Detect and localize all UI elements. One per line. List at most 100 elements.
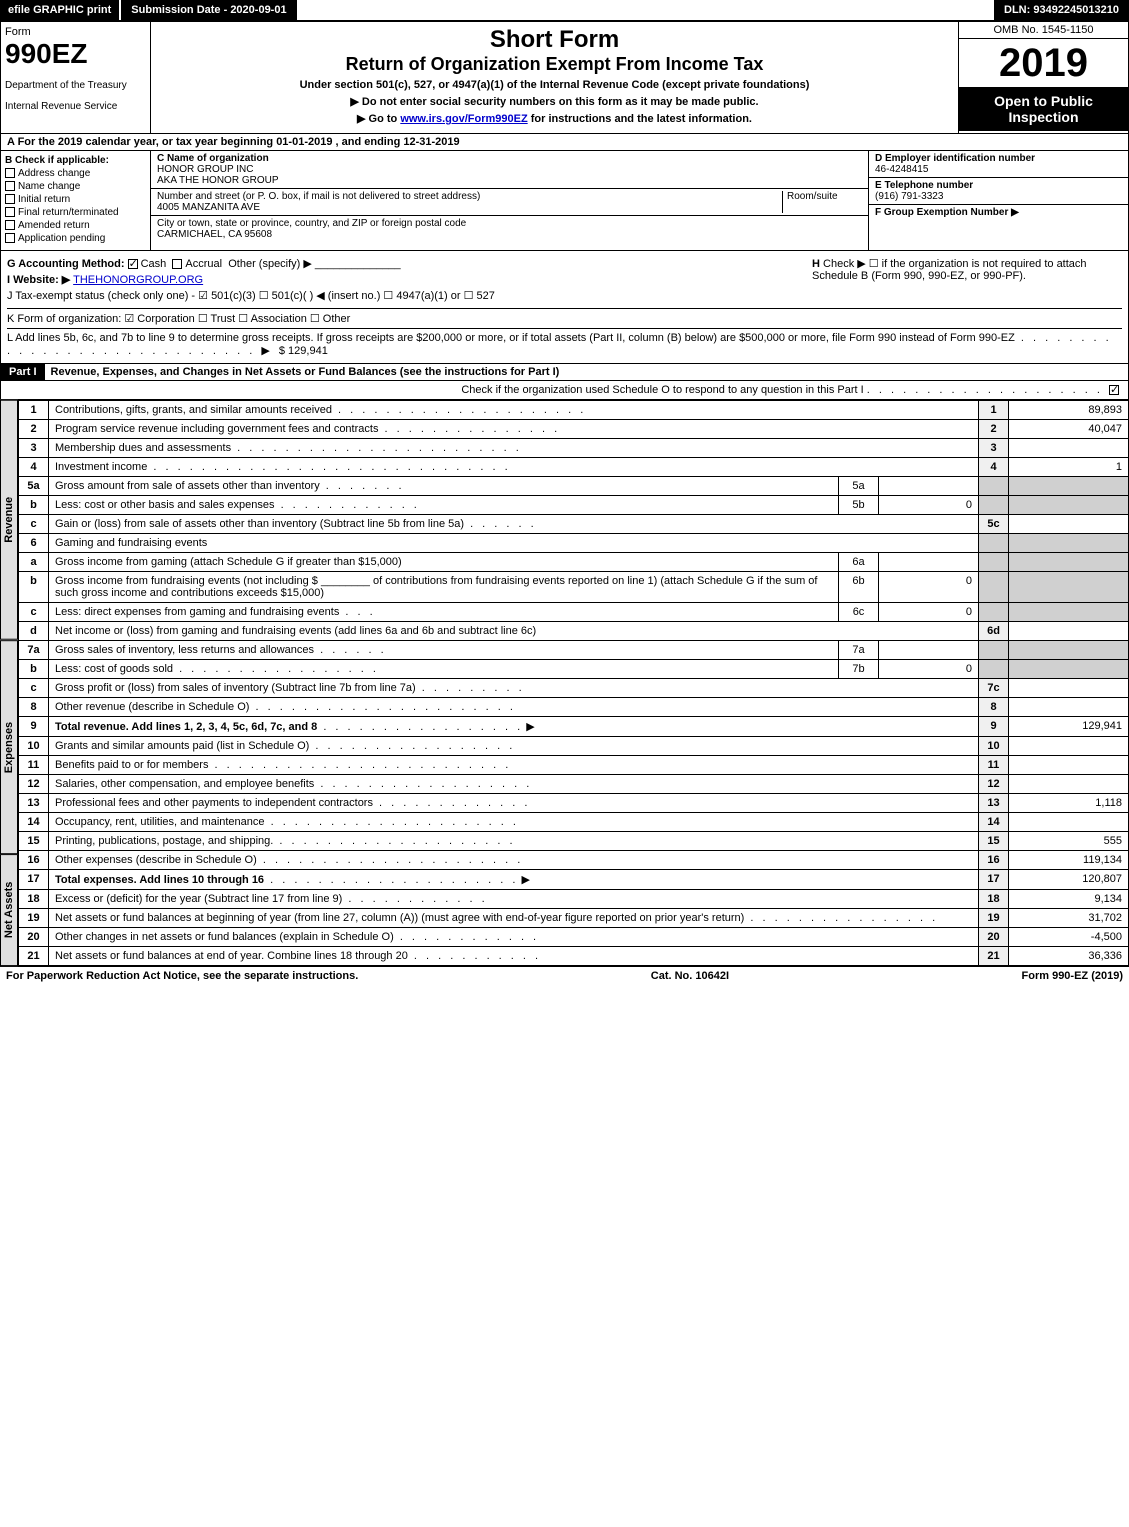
row-h: H Check ▶ ☐ if the organization is not r… xyxy=(812,257,1122,282)
room-suite: Room/suite xyxy=(782,191,862,213)
line-19: 19Net assets or fund balances at beginni… xyxy=(19,909,1129,928)
line-6a: aGross income from gaming (attach Schedu… xyxy=(19,553,1129,572)
row-j: J Tax-exempt status (check only one) - ☑… xyxy=(7,289,802,302)
box-def: D Employer identification number 46-4248… xyxy=(868,151,1128,250)
efile-label: efile GRAPHIC print xyxy=(8,4,111,16)
line-16: 16Other expenses (describe in Schedule O… xyxy=(19,851,1129,870)
row-k: K Form of organization: ☑ Corporation ☐ … xyxy=(7,308,1122,325)
line-5c: cGain or (loss) from sale of assets othe… xyxy=(19,515,1129,534)
ein-value: 46-4248415 xyxy=(875,164,1122,175)
line-13: 13Professional fees and other payments t… xyxy=(19,794,1129,813)
line-12: 12Salaries, other compensation, and empl… xyxy=(19,775,1129,794)
dept-treasury: Department of the Treasury xyxy=(5,80,146,91)
section-netassets: Net Assets xyxy=(0,854,18,966)
cb-cash[interactable] xyxy=(128,259,138,269)
line-6c: cLess: direct expenses from gaming and f… xyxy=(19,603,1129,622)
irs-label: Internal Revenue Service xyxy=(5,101,146,112)
row-a-period: A For the 2019 calendar year, or tax yea… xyxy=(0,134,1129,151)
label-f-group: F Group Exemption Number ▶ xyxy=(875,207,1122,218)
label-e-phone: E Telephone number xyxy=(875,180,1122,191)
cb-address-change[interactable]: Address change xyxy=(5,168,146,179)
tax-year: 2019 xyxy=(959,39,1128,87)
label-d-ein: D Employer identification number xyxy=(875,153,1122,164)
efile-print[interactable]: efile GRAPHIC print xyxy=(0,0,119,20)
line-18: 18Excess or (deficit) for the year (Subt… xyxy=(19,890,1129,909)
line-5a: 5aGross amount from sale of assets other… xyxy=(19,477,1129,496)
cb-accrual[interactable] xyxy=(172,259,182,269)
line-7c: cGross profit or (loss) from sales of in… xyxy=(19,679,1129,698)
line-5b: bLess: cost or other basis and sales exp… xyxy=(19,496,1129,515)
submission-date: Submission Date - 2020-09-01 xyxy=(119,0,296,20)
line-6d: dNet income or (loss) from gaming and fu… xyxy=(19,622,1129,641)
label-city: City or town, state or province, country… xyxy=(157,218,862,229)
section-revenue: Revenue xyxy=(0,400,18,640)
page-footer: For Paperwork Reduction Act Notice, see … xyxy=(0,966,1129,985)
title-short-form: Short Form xyxy=(159,26,950,54)
label-c: C Name of organization xyxy=(157,153,862,164)
form-label: Form xyxy=(5,26,146,38)
line-9: 9Total revenue. Add lines 1, 2, 3, 4, 5c… xyxy=(19,717,1129,737)
header-mid: Short Form Return of Organization Exempt… xyxy=(151,22,958,133)
subtitle-ssn-warning: ▶ Do not enter social security numbers o… xyxy=(159,95,950,108)
form-number: 990EZ xyxy=(5,38,146,70)
footer-cat: Cat. No. 10642I xyxy=(358,970,1021,982)
line-11: 11Benefits paid to or for members . . . … xyxy=(19,756,1129,775)
section-expenses: Expenses xyxy=(0,640,18,854)
lines-table: 1Contributions, gifts, grants, and simil… xyxy=(18,400,1129,966)
part1-label: Part I xyxy=(1,364,45,380)
line-8: 8Other revenue (describe in Schedule O) … xyxy=(19,698,1129,717)
top-bar: efile GRAPHIC print Submission Date - 20… xyxy=(0,0,1129,21)
line-6b: bGross income from fundraising events (n… xyxy=(19,572,1129,603)
header-right: OMB No. 1545-1150 2019 Open to Public In… xyxy=(958,22,1128,133)
open-public-inspection: Open to Public Inspection xyxy=(959,87,1128,131)
part1-header: Part I Revenue, Expenses, and Changes in… xyxy=(0,364,1129,381)
part1-title: Revenue, Expenses, and Changes in Net As… xyxy=(45,364,1128,380)
box-c: C Name of organization HONOR GROUP INC A… xyxy=(151,151,868,250)
phone-value: (916) 791-3323 xyxy=(875,191,1122,202)
line-21: 21Net assets or fund balances at end of … xyxy=(19,947,1129,966)
irs-link[interactable]: www.irs.gov/Form990EZ xyxy=(400,113,527,125)
dln: DLN: 93492245013210 xyxy=(994,0,1129,20)
cb-schedule-o[interactable] xyxy=(1109,385,1119,395)
info-block: B Check if applicable: Address change Na… xyxy=(0,151,1129,251)
cb-application-pending[interactable]: Application pending xyxy=(5,233,146,244)
line-17: 17Total expenses. Add lines 10 through 1… xyxy=(19,870,1129,890)
org-city: CARMICHAEL, CA 95608 xyxy=(157,229,862,240)
org-name: HONOR GROUP INC xyxy=(157,164,862,175)
title-return: Return of Organization Exempt From Incom… xyxy=(159,54,950,75)
row-g: G Accounting Method: Cash Accrual Other … xyxy=(7,257,802,270)
footer-form: Form 990-EZ (2019) xyxy=(1022,970,1123,982)
gross-receipts: $ 129,941 xyxy=(279,345,328,357)
line-2: 2Program service revenue including gover… xyxy=(19,420,1129,439)
org-aka: AKA THE HONOR GROUP xyxy=(157,175,862,186)
org-address: 4005 MANZANITA AVE xyxy=(157,202,782,213)
subtitle-section: Under section 501(c), 527, or 4947(a)(1)… xyxy=(159,79,950,91)
cb-final-return[interactable]: Final return/terminated xyxy=(5,207,146,218)
box-b-title: B Check if applicable: xyxy=(5,155,146,166)
line-1: 1Contributions, gifts, grants, and simil… xyxy=(19,401,1129,420)
part1-check-row: Check if the organization used Schedule … xyxy=(0,381,1129,400)
omb-number: OMB No. 1545-1150 xyxy=(959,22,1128,39)
meta-block: G Accounting Method: Cash Accrual Other … xyxy=(0,251,1129,364)
website-link[interactable]: THEHONORGROUP.ORG xyxy=(73,274,203,286)
line-7a: 7aGross sales of inventory, less returns… xyxy=(19,641,1129,660)
box-b: B Check if applicable: Address change Na… xyxy=(1,151,151,250)
label-address: Number and street (or P. O. box, if mail… xyxy=(157,191,782,202)
footer-left: For Paperwork Reduction Act Notice, see … xyxy=(6,970,358,982)
line-7b: bLess: cost of goods sold . . . . . . . … xyxy=(19,660,1129,679)
line-6: 6Gaming and fundraising events xyxy=(19,534,1129,553)
line-3: 3Membership dues and assessments . . . .… xyxy=(19,439,1129,458)
line-20: 20Other changes in net assets or fund ba… xyxy=(19,928,1129,947)
header-left: Form 990EZ Department of the Treasury In… xyxy=(1,22,151,133)
part1-body: Revenue Expenses Net Assets 1Contributio… xyxy=(0,400,1129,966)
cb-initial-return[interactable]: Initial return xyxy=(5,194,146,205)
line-15: 15Printing, publications, postage, and s… xyxy=(19,832,1129,851)
line-10: 10Grants and similar amounts paid (list … xyxy=(19,737,1129,756)
line-4: 4Investment income . . . . . . . . . . .… xyxy=(19,458,1129,477)
subtitle-goto: ▶ Go to www.irs.gov/Form990EZ for instru… xyxy=(159,112,950,125)
row-i: I Website: ▶ THEHONORGROUP.ORG xyxy=(7,273,802,286)
cb-amended-return[interactable]: Amended return xyxy=(5,220,146,231)
cb-name-change[interactable]: Name change xyxy=(5,181,146,192)
row-l: L Add lines 5b, 6c, and 7b to line 9 to … xyxy=(7,328,1122,357)
line-14: 14Occupancy, rent, utilities, and mainte… xyxy=(19,813,1129,832)
